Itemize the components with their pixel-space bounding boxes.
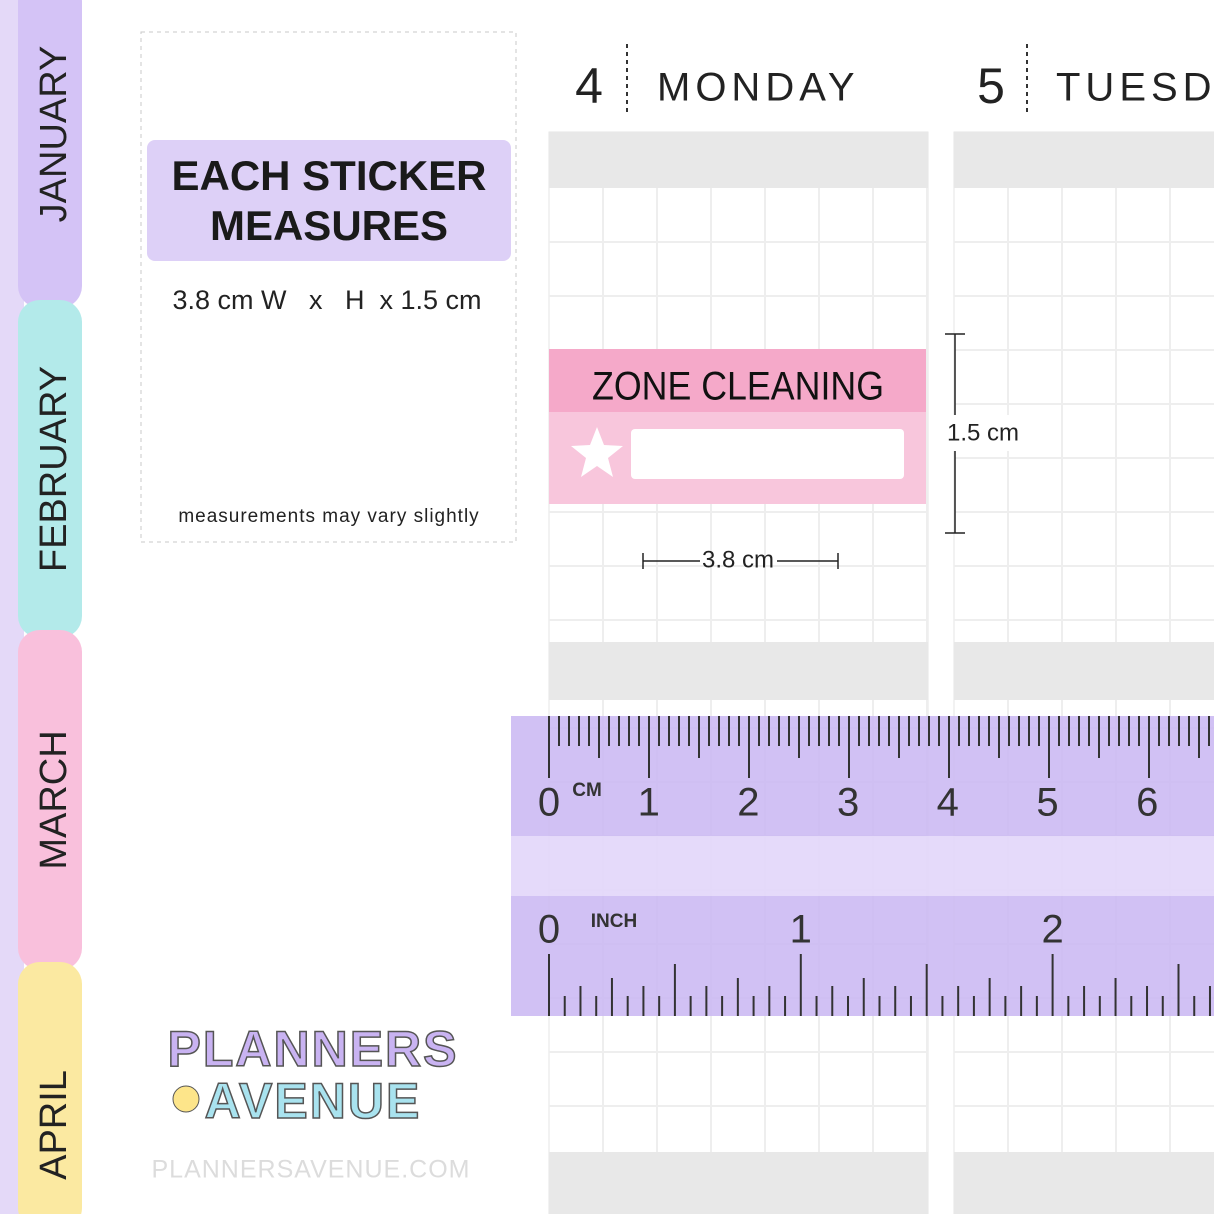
info-title: EACH STICKER	[171, 152, 486, 199]
cm-label: 5	[1036, 781, 1058, 825]
grey-band	[549, 642, 928, 700]
tab	[18, 630, 82, 970]
website: PLANNERSAVENUE.COM	[152, 1156, 471, 1184]
cm-label: 0	[538, 781, 560, 825]
logo-line: AVENUE	[205, 1073, 422, 1129]
ruler: 0 1 2 3 4 5 6 0 1 2	[511, 716, 1214, 1016]
grey-band	[954, 1152, 1214, 1214]
day-name: MONDAY	[657, 66, 860, 110]
grey-band	[954, 642, 1214, 700]
info-size: 3.8 cm W x H x 1.5 cm	[172, 285, 481, 315]
grey-band	[549, 1152, 928, 1214]
tab-label: FEBRUARY	[33, 366, 75, 572]
height-label: 1.5 cm	[947, 419, 1019, 446]
inch-label: 0	[538, 908, 560, 952]
sticker-header	[549, 349, 926, 412]
ruler-unit: CM	[572, 780, 602, 801]
info-box	[140, 31, 517, 543]
tab-label: MARCH	[33, 730, 75, 869]
label-bg	[945, 415, 1020, 451]
write-box	[631, 429, 904, 479]
grey-band	[549, 132, 928, 188]
star-icon	[571, 427, 623, 477]
planner-columns	[548, 131, 1214, 1214]
sticker-label: ZONE CLEANING	[592, 365, 884, 409]
cm-label: 4	[937, 781, 959, 825]
day-name: TUESDAY	[1056, 66, 1214, 110]
tab	[18, 0, 82, 308]
day-number: 4	[575, 58, 603, 114]
tab	[18, 300, 82, 638]
info-title: MEASURES	[210, 202, 448, 249]
tab-label: JANUARY	[33, 46, 75, 223]
cm-label: 2	[737, 781, 759, 825]
cm-label: 6	[1136, 781, 1158, 825]
inch-label: 1	[790, 908, 812, 952]
cm-label: 1	[638, 781, 660, 825]
tab	[18, 962, 82, 1214]
tab-label: APRIL	[33, 1070, 75, 1180]
cm-label: 3	[837, 781, 859, 825]
sun-icon	[172, 1085, 200, 1113]
inch-label: 2	[1041, 908, 1063, 952]
grey-band	[954, 132, 1214, 188]
width-dimension	[642, 553, 839, 569]
width-label: 3.8 cm	[702, 546, 774, 573]
day-number: 5	[977, 58, 1005, 114]
info-note: measurements may vary slightly	[178, 506, 479, 527]
info-header	[147, 140, 511, 261]
month-tabs: JANUARY FEBRUARY MARCH APRIL	[18, 0, 82, 1214]
logo-line: PLANNERS	[167, 1021, 458, 1077]
ruler-unit: INCH	[591, 911, 637, 932]
